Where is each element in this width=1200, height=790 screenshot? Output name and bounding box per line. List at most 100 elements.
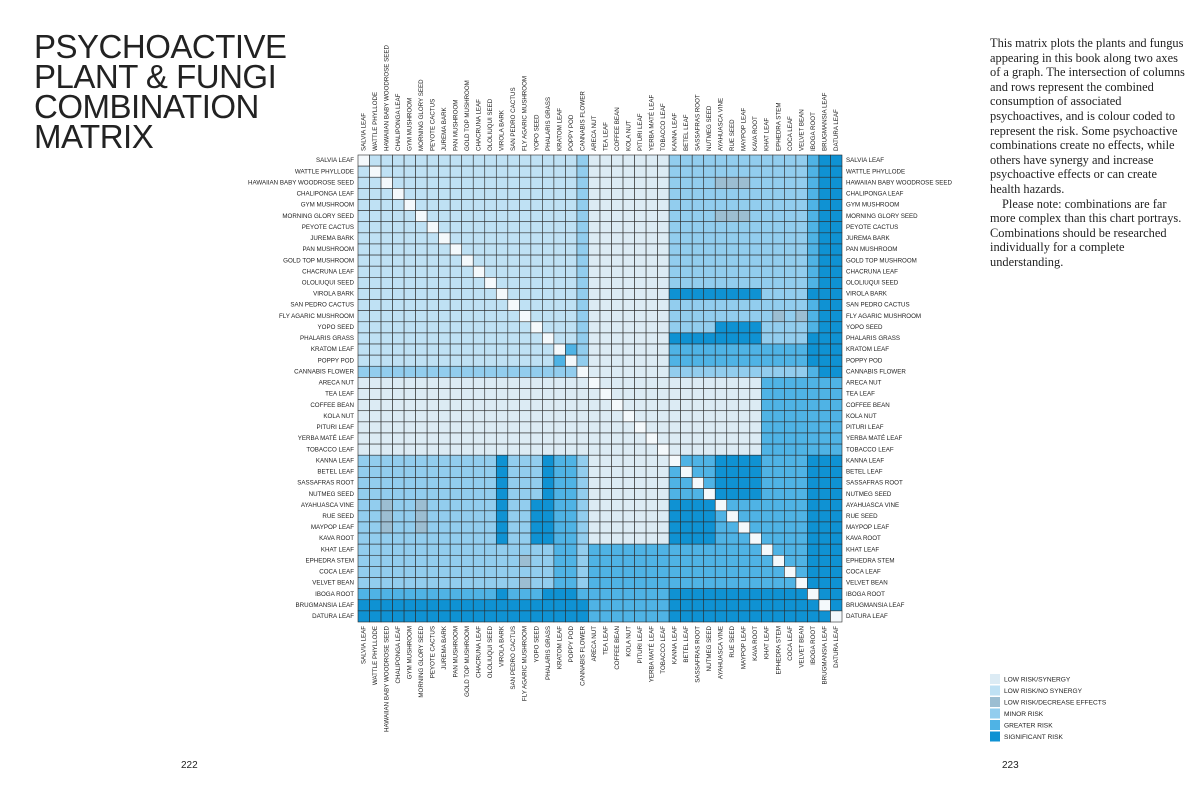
cell [668, 543, 681, 556]
cell [576, 554, 589, 567]
cell [634, 165, 647, 178]
cell [461, 232, 474, 245]
cell [761, 410, 774, 423]
cell [680, 599, 693, 612]
row-label: BRUGMANSIA LEAF [846, 602, 905, 609]
cell [818, 477, 831, 489]
cell [830, 421, 843, 434]
cell [830, 321, 843, 334]
cell [807, 176, 820, 189]
cell [622, 343, 635, 356]
cell [611, 310, 624, 323]
cell [634, 254, 647, 267]
cell [772, 543, 785, 556]
column-label: AYAHUASCA VINE [718, 626, 725, 679]
cell [611, 488, 624, 500]
cell [588, 299, 601, 311]
cell [519, 165, 532, 178]
cell [403, 454, 416, 467]
cell [472, 510, 486, 523]
cell [519, 343, 532, 356]
cell [530, 277, 543, 289]
cell [484, 521, 497, 534]
cell [772, 165, 785, 178]
cell [576, 388, 589, 400]
cell [818, 399, 831, 412]
diagonal-cell [830, 610, 843, 623]
cell [784, 610, 797, 623]
cell [784, 388, 797, 400]
cell [369, 377, 382, 389]
cell [461, 154, 474, 167]
cell [737, 532, 751, 545]
cell [507, 388, 520, 400]
cell [657, 399, 670, 412]
diagonal-cell [680, 466, 693, 478]
cell [668, 410, 681, 423]
cell [726, 421, 739, 434]
cell [380, 165, 393, 178]
column-label: CANNABIS FLOWER [579, 91, 586, 151]
cell [426, 466, 439, 478]
cell [737, 354, 751, 367]
cell [392, 354, 405, 367]
cell [415, 388, 428, 400]
column-label: SAN PEDRO CACTUS [510, 87, 517, 151]
cell [761, 254, 774, 267]
column-label: PEYOTE CACTUS [430, 626, 437, 678]
cell [645, 443, 658, 456]
cell [415, 432, 428, 445]
cell [611, 232, 624, 245]
cell [830, 521, 843, 534]
row-label: KHAT LEAF [321, 546, 354, 553]
cell [622, 199, 635, 211]
cell [357, 543, 370, 556]
row-label: KOLA NUT [323, 413, 354, 420]
cell [634, 288, 647, 300]
cell [726, 588, 739, 601]
cell [714, 321, 728, 334]
cell [461, 188, 474, 200]
cell [599, 421, 612, 434]
cell [530, 499, 543, 512]
cell [484, 243, 497, 256]
cell [668, 265, 681, 278]
cell [772, 443, 785, 456]
cell [749, 554, 762, 567]
cell [392, 288, 405, 300]
cell [357, 299, 370, 311]
cell [749, 310, 762, 323]
cell [461, 388, 474, 400]
cell [818, 488, 831, 500]
cell [657, 466, 670, 478]
cell [807, 254, 820, 267]
cell [807, 532, 820, 545]
cell [599, 332, 612, 345]
cell [726, 488, 739, 500]
cell [634, 265, 647, 278]
cell [818, 277, 831, 289]
cell [357, 265, 370, 278]
cell [530, 176, 543, 189]
cell [795, 332, 808, 345]
cell [565, 221, 578, 234]
cell [772, 532, 785, 545]
cell [530, 243, 543, 256]
cell [542, 588, 555, 601]
cell [726, 310, 739, 323]
cell [472, 388, 486, 400]
cell [749, 232, 762, 245]
cell [830, 388, 843, 400]
cell [369, 499, 382, 512]
cell [403, 521, 416, 534]
cell [818, 510, 831, 523]
cell [680, 477, 693, 489]
cell [415, 421, 428, 434]
cell [576, 210, 589, 223]
cell [599, 221, 612, 234]
cell [507, 265, 520, 278]
cell [599, 365, 612, 378]
cell [830, 499, 843, 512]
cell [507, 510, 520, 523]
cell [807, 321, 820, 334]
